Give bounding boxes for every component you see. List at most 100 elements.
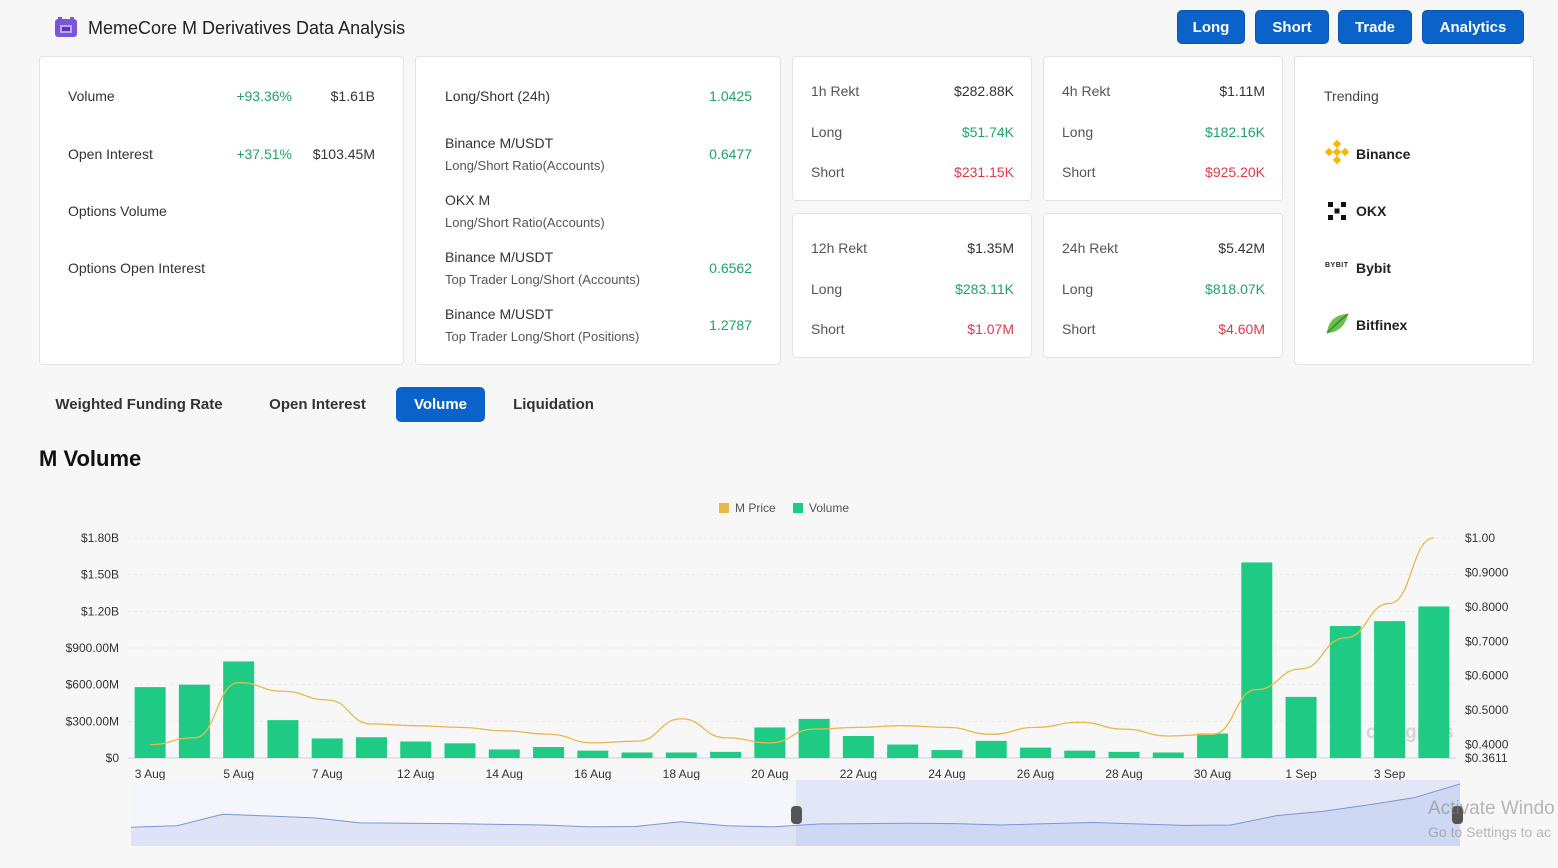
ratio-subtitle: Top Trader Long/Short (Positions) <box>445 329 640 344</box>
short-button[interactable]: Short <box>1255 10 1329 44</box>
trending-card: Trending Binance OKX BYBIT Bybit <box>1294 56 1534 365</box>
volume-bar <box>1374 621 1406 758</box>
volume-bar <box>577 750 609 758</box>
x-tick-label: 3 Sep <box>1374 767 1406 781</box>
volume-bar <box>1108 751 1140 758</box>
volume-bar <box>223 661 255 758</box>
volume-bar <box>1197 733 1229 758</box>
x-tick-label: 20 Aug <box>751 767 788 781</box>
x-tick-label: 1 Sep <box>1285 767 1317 781</box>
rekt-short-label: Short <box>1062 321 1096 337</box>
summary-card: Volume +93.36% $1.61B Open Interest +37.… <box>39 56 404 365</box>
volume-bar <box>267 720 299 758</box>
x-tick-label: 30 Aug <box>1194 767 1231 781</box>
ratio-value: 0.6477 <box>709 146 752 162</box>
rekt-total: $1.11M <box>1219 83 1265 99</box>
memecore-logo-icon <box>55 17 77 37</box>
navigator-handle-right <box>1452 806 1463 824</box>
rekt-long-value: $283.11K <box>955 281 1014 297</box>
volume-bar <box>710 751 742 758</box>
tab-liquidation[interactable]: Liquidation <box>513 396 594 413</box>
y-right-tick-label: $0.9000 <box>1465 565 1509 579</box>
rekt-total: $5.42M <box>1218 240 1265 256</box>
volume-bar <box>1152 752 1184 758</box>
x-tick-label: 14 Aug <box>486 767 523 781</box>
rekt-label: 4h Rekt <box>1062 83 1111 99</box>
navigator-area <box>131 784 1460 846</box>
open-interest-label: Open Interest <box>68 146 153 162</box>
ratio-subtitle: Long/Short Ratio(Accounts) <box>445 215 605 230</box>
rekt-card-12h: 12h Rekt $1.35M Long $283.11K Short $1.0… <box>792 213 1032 358</box>
y-right-tick-label: $0.3611 <box>1465 751 1508 765</box>
rekt-label: 24h Rekt <box>1062 240 1119 256</box>
rekt-short-label: Short <box>811 321 845 337</box>
long-short-24h-value: 1.0425 <box>709 88 752 104</box>
bybit-icon: BYBIT <box>1325 262 1349 269</box>
legend-label-volume: Volume <box>809 501 849 515</box>
y-right-tick-label: $0.5000 <box>1465 703 1509 717</box>
analytics-button[interactable]: Analytics <box>1422 10 1524 44</box>
rekt-card-24h: 24h Rekt $5.42M Long $818.07K Short $4.6… <box>1043 213 1283 358</box>
x-tick-label: 26 Aug <box>1017 767 1054 781</box>
volume-bar <box>665 752 697 758</box>
rekt-card-4h: 4h Rekt $1.11M Long $182.16K Short $925.… <box>1043 56 1283 201</box>
rekt-long-label: Long <box>1062 281 1094 297</box>
ratio-value: 1.2787 <box>709 317 752 333</box>
volume-bar <box>887 744 919 758</box>
page-title: MemeCore M Derivatives Data Analysis <box>88 18 406 38</box>
ratio-value: 0.6562 <box>709 260 752 276</box>
ratio-title: Binance M/USDT <box>445 135 554 151</box>
ratio-title: Binance M/USDT <box>445 249 554 265</box>
long-button[interactable]: Long <box>1177 10 1245 44</box>
rekt-total: $1.35M <box>967 240 1014 256</box>
okx-icon <box>1328 202 1346 220</box>
trade-button[interactable]: Trade <box>1338 10 1412 44</box>
volume-bar <box>355 737 387 758</box>
rekt-short-value: $4.60M <box>1218 321 1265 337</box>
activate-windows-watermark: Activate Windo <box>1428 798 1555 819</box>
volume-bar <box>1241 562 1273 758</box>
ratios-card: Long/Short (24h) 1.0425 Binance M/USDT L… <box>415 56 781 365</box>
bitfinex-icon <box>1326 313 1349 334</box>
y-left-tick-label: $0 <box>106 751 120 765</box>
legend-swatch-volume <box>793 503 803 513</box>
tab-weighted-funding-rate[interactable]: Weighted Funding Rate <box>55 396 223 413</box>
tab-volume[interactable]: Volume <box>396 387 485 422</box>
trending-item-label: Bitfinex <box>1356 317 1408 333</box>
rekt-long-value: $182.16K <box>1205 124 1265 140</box>
y-right-tick-label: $0.4000 <box>1465 738 1509 752</box>
x-tick-label: 18 Aug <box>663 767 700 781</box>
y-right-tick-label: $0.7000 <box>1465 634 1509 648</box>
ratio-subtitle: Top Trader Long/Short (Accounts) <box>445 272 641 287</box>
ratio-title: OKX M <box>445 192 491 208</box>
x-tick-label: 16 Aug <box>574 767 611 781</box>
trending-title: Trending <box>1324 88 1379 104</box>
options-open-interest-label: Options Open Interest <box>68 260 205 276</box>
legend-swatch-price <box>719 503 729 513</box>
x-tick-label: 28 Aug <box>1105 767 1142 781</box>
options-volume-label: Options Volume <box>68 203 167 219</box>
tab-open-interest[interactable]: Open Interest <box>269 396 366 413</box>
volume-bar <box>533 747 565 758</box>
volume-bar <box>134 687 166 758</box>
x-tick-label: 5 Aug <box>223 767 254 781</box>
ratio-title: Binance M/USDT <box>445 306 554 322</box>
volume-bar <box>621 752 653 758</box>
ratio-subtitle: Long/Short Ratio(Accounts) <box>445 158 605 173</box>
rekt-long-label: Long <box>811 281 843 297</box>
volume-bar <box>931 750 963 758</box>
volume-change: +93.36% <box>236 88 292 104</box>
x-tick-label: 3 Aug <box>135 767 166 781</box>
y-left-tick-label: $300.00M <box>66 714 119 728</box>
volume-value: $1.61B <box>330 88 375 104</box>
rekt-short-value: $925.20K <box>1205 164 1265 180</box>
volume-bar <box>798 718 830 758</box>
navigator-handle-left <box>791 806 802 824</box>
rekt-long-label: Long <box>811 124 843 140</box>
open-interest-value: $103.45M <box>312 146 375 162</box>
rekt-total: $282.88K <box>954 83 1014 99</box>
volume-bar <box>1418 606 1450 758</box>
long-short-24h-label: Long/Short (24h) <box>445 88 551 104</box>
volume-bar <box>1019 747 1051 758</box>
y-left-tick-label: $1.50B <box>81 568 119 582</box>
